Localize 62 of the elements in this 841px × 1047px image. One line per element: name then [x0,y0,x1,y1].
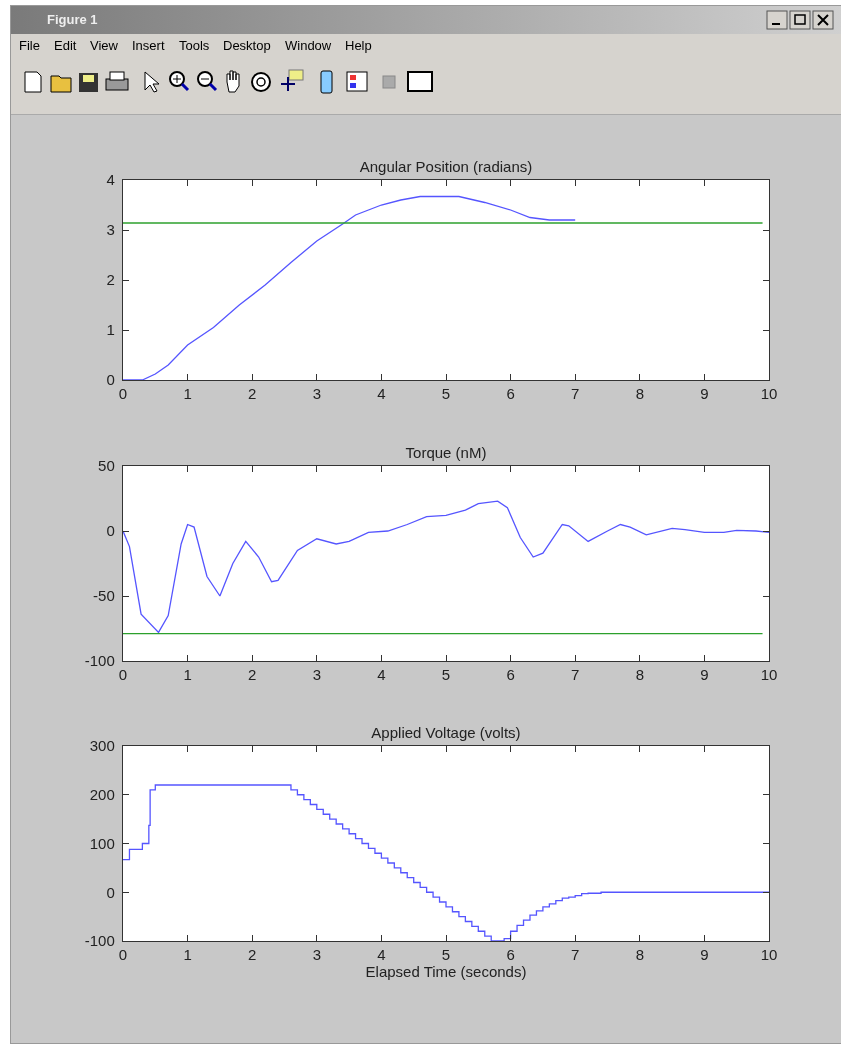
line-series [123,500,769,634]
x-tick-label: 8 [635,666,644,684]
text: Help [345,38,372,53]
x-tick-label: 8 [635,385,644,403]
x-tick-label: 1 [183,946,192,964]
text: Insert [132,38,165,53]
y-tick-label: 0 [106,883,115,901]
x-tick-label: 9 [700,666,709,684]
x-tick-label: 10 [760,666,778,684]
text: File [19,38,40,53]
x-tick-label: 4 [377,666,386,684]
x-tick-label: 1 [183,385,192,403]
caption: Figure 1 [47,12,98,27]
x-tick-label: 10 [760,385,778,403]
x-tick-label: 10 [760,946,778,964]
x-tick-label: 3 [312,385,321,403]
x-tick-label: 3 [312,946,321,964]
y-tick-label: 3 [106,221,115,239]
chart-title: Torque (nM) [405,444,487,461]
y-tick-label: 200 [89,786,115,803]
x-tick-label: 2 [248,385,257,403]
x-tick-label: 7 [571,666,580,684]
x-tick-label: 5 [441,385,451,403]
x-tick-label: 5 [441,946,451,964]
x-tick-label: 2 [248,946,257,964]
chart-title: Applied Voltage (volts) [371,724,521,741]
y-tick-label: 1 [106,321,115,339]
text: View [90,38,118,53]
x-tick-label: 4 [377,385,386,403]
x-tick-label: 1 [183,666,192,684]
y-tick-label: 0 [106,371,115,389]
x-tick-label: 3 [312,666,321,684]
x-tick-label: 9 [700,385,709,403]
x-tick-label: 0 [118,666,128,684]
y-tick-label: 100 [89,834,115,852]
x-tick-label: 7 [571,385,580,403]
x-tick-label: 8 [635,946,644,964]
y-tick-label: -100 [84,652,115,670]
x-tick-label: 7 [571,946,580,964]
y-tick-label: 2 [106,271,115,289]
y-tick-label: 300 [89,737,115,755]
x-tick-label: 9 [700,946,709,964]
y-tick-label: 4 [106,171,115,189]
line-series [123,195,576,380]
chart-title: Angular Position (radians) [359,158,533,175]
y-tick-label: 50 [98,457,115,475]
x-tick-label: 5 [441,666,451,684]
text: Desktop [223,38,271,53]
text: Tools [179,38,210,53]
x-tick-label: 0 [118,385,128,403]
x-tick-label: 0 [118,946,128,964]
y-tick-label: -50 [93,587,115,605]
x-tick-label: 6 [506,666,515,684]
x-tick-label: 6 [506,946,515,964]
y-tick-label: 0 [106,522,115,540]
x-tick-label: 2 [248,666,257,684]
text: Edit [54,38,77,53]
text: Window [285,38,332,53]
y-tick-label: -100 [84,932,115,950]
x-axis-title: Elapsed Time (seconds) [365,963,527,981]
x-tick-label: 6 [506,385,515,403]
x-tick-label: 4 [377,946,386,964]
